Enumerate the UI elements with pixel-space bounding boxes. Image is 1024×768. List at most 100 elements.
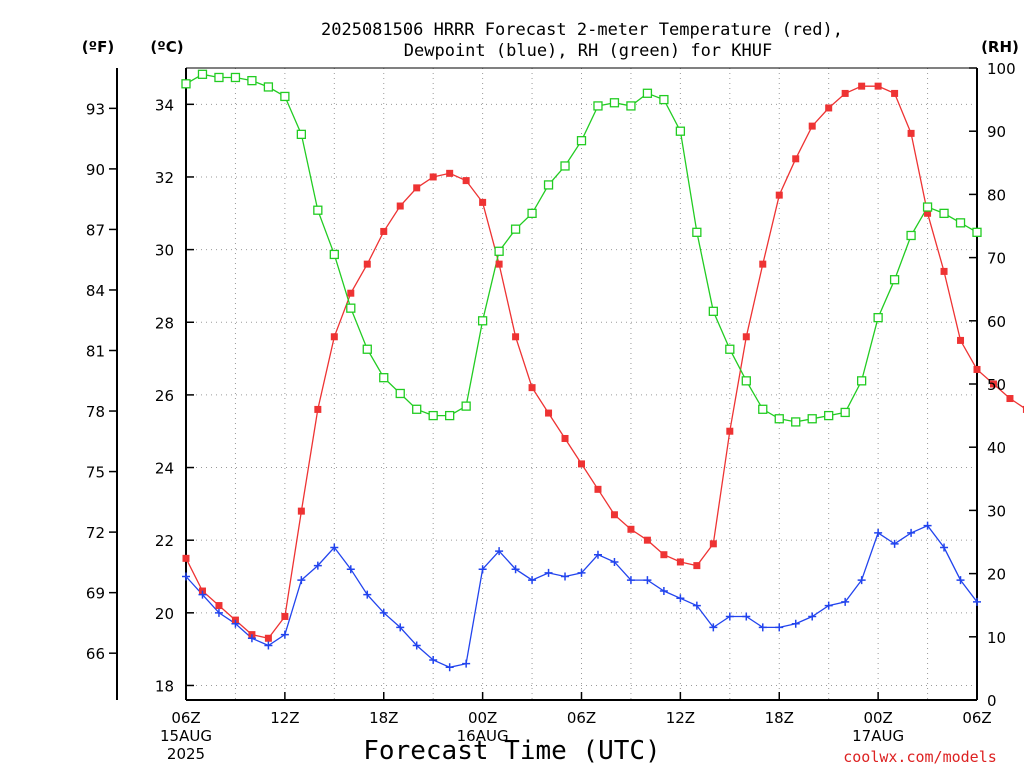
temperature-point: [924, 209, 932, 217]
temperature-point: [792, 155, 800, 163]
dewpoint-point: [264, 641, 273, 650]
dewpoint-point: [791, 619, 800, 628]
temperature-point: [627, 525, 635, 533]
dewpoint-point: [824, 601, 833, 610]
temperature-point: [363, 260, 371, 268]
rh-tick-label: 10: [987, 629, 1006, 647]
rh-point: [758, 404, 768, 414]
dewpoint-point: [313, 561, 322, 570]
dewpoint-point: [445, 663, 454, 672]
fahrenheit-tick-label: 90: [86, 161, 105, 179]
celsius-tick-label: 20: [155, 605, 174, 623]
dewpoint-point: [561, 572, 570, 581]
rh-point: [181, 79, 191, 89]
rh-point: [593, 101, 603, 111]
dewpoint-point: [363, 590, 372, 599]
temperature-point: [858, 82, 866, 90]
rh-tick-label: 80: [987, 186, 1006, 204]
rh-point: [741, 376, 751, 386]
dewpoint-point: [198, 590, 207, 599]
temperature-point: [215, 602, 223, 610]
dewpoint-point: [379, 608, 388, 617]
dewpoint-point: [280, 630, 289, 639]
dewpoint-point: [676, 594, 685, 603]
dewpoint-point: [857, 576, 866, 585]
temperature-point: [495, 260, 503, 268]
temperature-point: [907, 129, 915, 137]
dewpoint-point: [231, 619, 240, 628]
rh-point: [708, 306, 718, 316]
celsius-tick-label: 32: [155, 169, 174, 187]
temperature-point: [989, 380, 997, 388]
celsius-tick-label: 28: [155, 314, 174, 332]
rh-point: [214, 72, 224, 83]
rh-point: [609, 98, 620, 108]
rh-tick-label: 100: [987, 60, 1016, 78]
celsius-tick-label: 22: [155, 532, 174, 550]
temperature-point: [726, 427, 734, 435]
temperature-point: [347, 289, 355, 297]
x-tick-label: 18Z: [369, 709, 398, 727]
dewpoint-point: [923, 521, 932, 530]
rh-point: [675, 126, 686, 136]
temperature-point: [594, 485, 602, 493]
rh-point: [692, 227, 702, 237]
celsius-tick-label: 18: [155, 677, 174, 695]
temperature-point: [742, 333, 750, 341]
rh-point: [576, 136, 587, 146]
dewpoint-point: [528, 576, 537, 585]
dewpoint-line: [185, 524, 978, 668]
temperature-point: [578, 460, 585, 468]
x-axis-label: Forecast Time (UTC): [363, 736, 660, 766]
temperature-point: [479, 198, 487, 206]
rh-point: [313, 205, 323, 215]
dewpoint-point: [709, 623, 718, 632]
temperature-point: [413, 184, 421, 192]
x-tick-label: 17AUG: [852, 727, 904, 745]
dewpoint-point: [214, 608, 223, 617]
x-tick-label: 00Z: [863, 709, 892, 727]
x-tick-label: 06Z: [962, 709, 991, 727]
x-tick-label: 12Z: [666, 709, 695, 727]
rh-point: [247, 75, 257, 86]
rh-tick-label: 60: [987, 313, 1006, 331]
temperature-point: [182, 554, 190, 562]
rh-point: [873, 312, 883, 323]
rh-point: [412, 404, 422, 414]
temperature-point: [643, 536, 651, 544]
fahrenheit-unit-label: (ºF): [82, 38, 114, 56]
celsius-tick-label: 34: [155, 96, 174, 114]
rh-point: [510, 224, 521, 234]
dewpoint-point: [412, 641, 421, 650]
rh-point: [906, 230, 916, 241]
rh-point: [527, 208, 537, 219]
temperature-point: [759, 260, 767, 268]
rh-point: [824, 410, 834, 421]
temperature-point: [561, 434, 569, 442]
dewpoint-point: [462, 659, 471, 668]
fahrenheit-tick-label: 75: [86, 464, 105, 482]
temperature-point: [512, 333, 520, 341]
dewpoint-point: [247, 634, 256, 643]
dewpoint-point: [973, 597, 981, 606]
dewpoint-point: [956, 576, 965, 585]
axes: [109, 67, 978, 701]
temperature-point: [1022, 405, 1024, 413]
dewpoint-point: [577, 568, 586, 577]
rh-point: [346, 303, 356, 313]
rh-tick-label: 70: [987, 250, 1006, 268]
x-tick-label: 15AUG: [160, 727, 212, 745]
temperature-point: [808, 122, 816, 130]
x-tick-label: 00Z: [468, 709, 497, 727]
rh-point: [774, 414, 784, 424]
dewpoint-point: [808, 612, 817, 621]
fahrenheit-tick-label: 87: [86, 221, 105, 239]
rh-point: [807, 414, 817, 424]
dewpoint-point: [890, 539, 899, 548]
x-tick-label: 06Z: [567, 709, 596, 727]
rh-point: [939, 208, 949, 219]
temperature-point: [314, 405, 322, 413]
rh-unit-label: (RH): [981, 38, 1019, 56]
rh-point: [560, 161, 570, 171]
dewpoint-point: [874, 528, 883, 537]
